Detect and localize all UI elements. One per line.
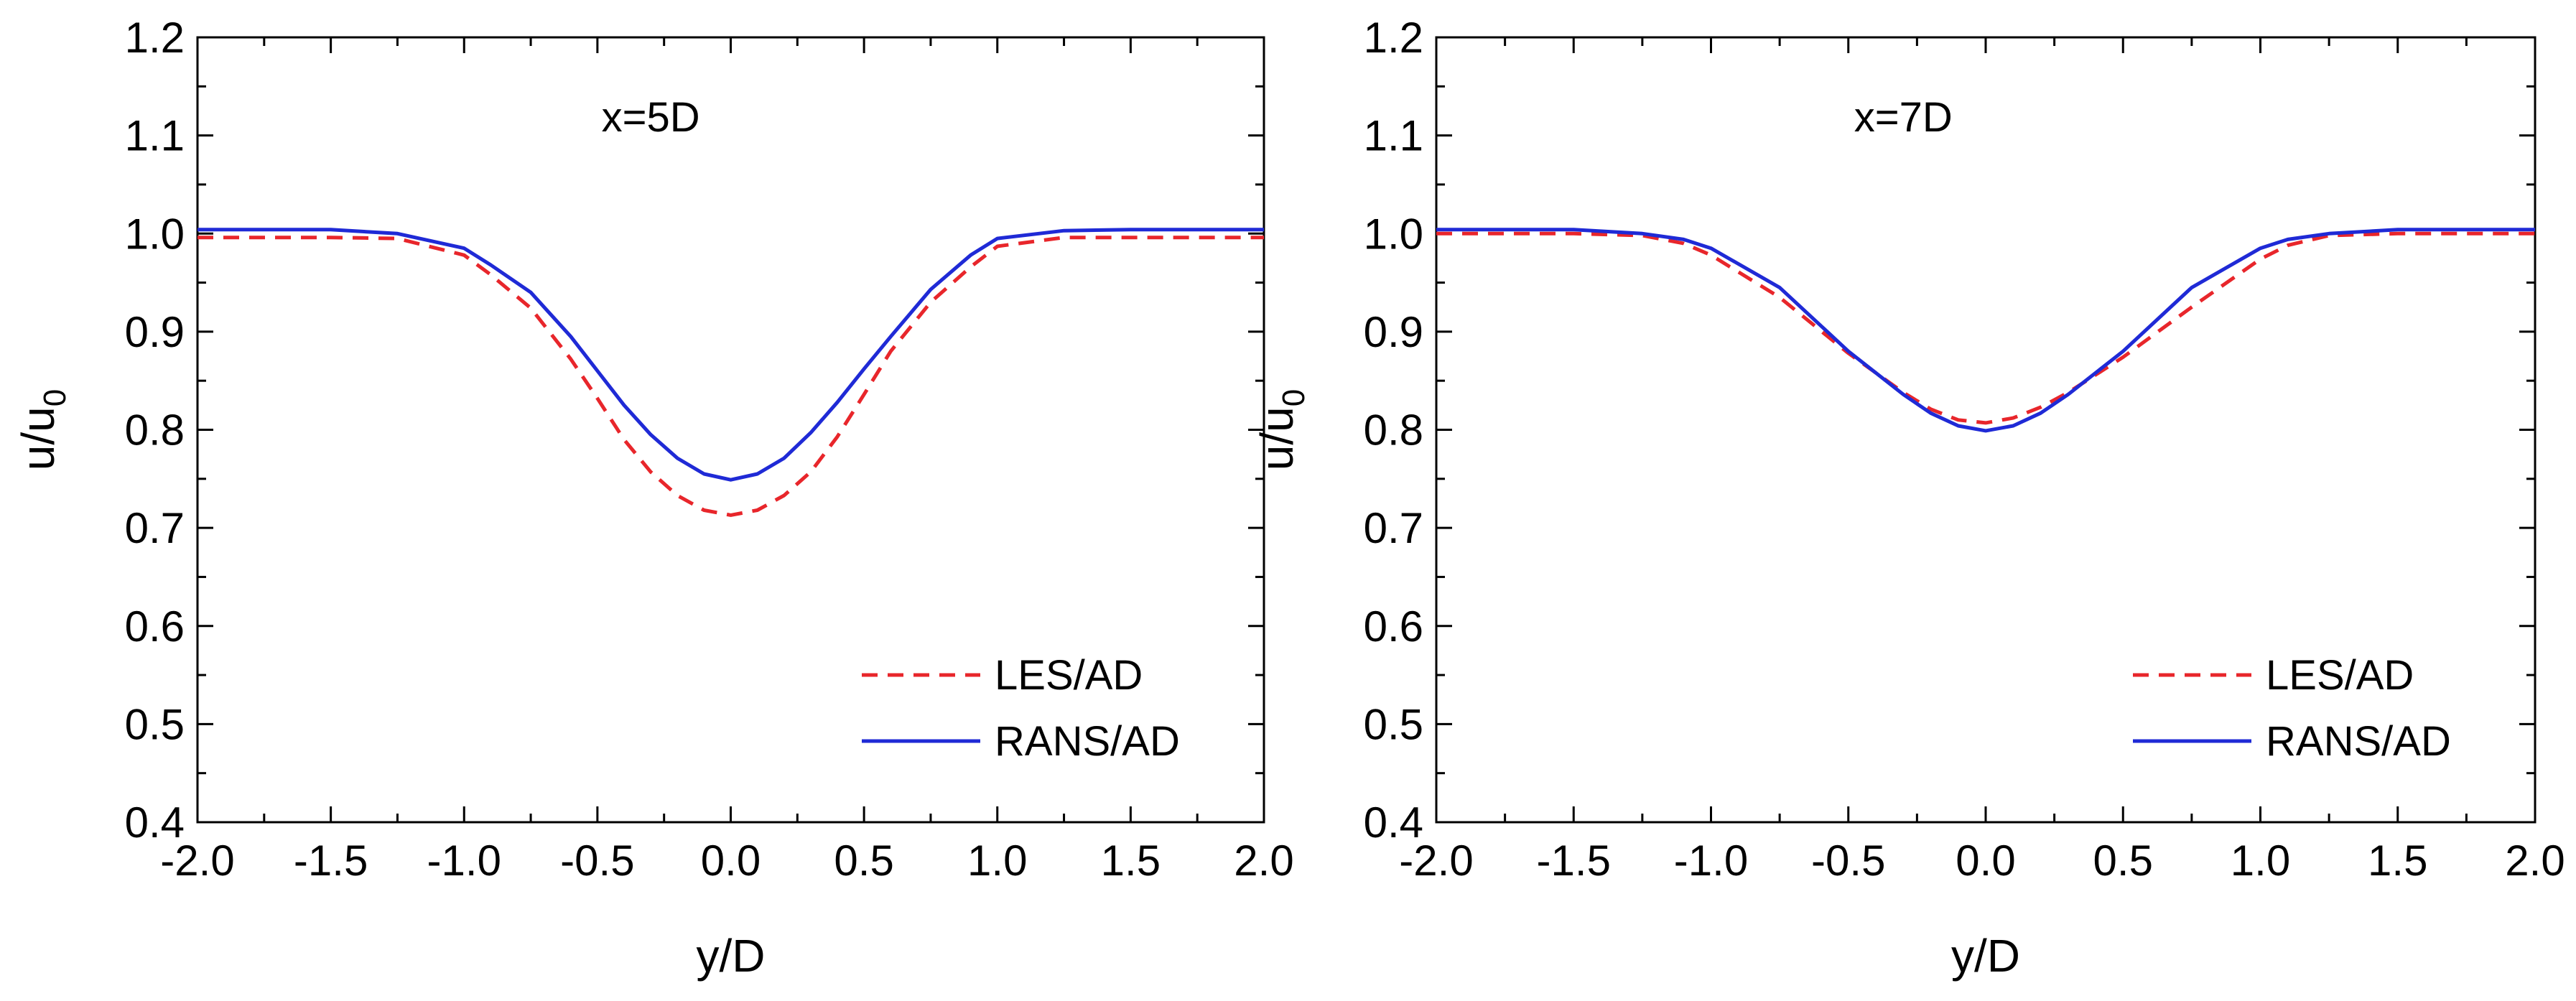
y-tick-label: 1.2 [125,14,185,62]
y-tick-label: 0.8 [125,406,185,455]
legend-label: LES/AD [995,652,1143,699]
x-tick-label: 0.0 [701,837,761,885]
chart-2: -2.0 -1.5 -1.0 -0.5 0.0 0.5 1.0 1.5 2.0 0.4 0.5 0.6… [1251,14,2565,982]
y-tick-label: 1.1 [125,112,185,160]
x-tick-label: -1.0 [1674,837,1748,885]
y-tick-label: 0.4 [1364,799,1423,847]
x-tick-label: 0.0 [1956,837,2015,885]
annotation-label: x=5D [602,94,700,141]
x-tick-label: -0.5 [560,837,634,885]
x-axis-title: y/D [1951,930,2020,982]
y-tick-label: 0.4 [125,799,185,847]
legend-label: RANS/AD [995,718,1180,765]
x-tick-label: -2.0 [160,837,234,885]
y-tick-label: 0.7 [1364,504,1423,552]
y-tick-label: 0.5 [125,700,185,748]
x-tick-label: 0.5 [2093,837,2153,885]
y-axis-title: u/u0 [12,389,73,470]
y-axis-title: u/u0 [1251,389,1311,470]
y-tick-label: 1.0 [125,210,185,258]
series-line-rans-ad [197,228,1264,482]
y-tick-label: 1.1 [1364,112,1423,160]
chart-1: -2.0 -1.5 -1.0 -0.5 0.0 0.5 1.0 1.5 2.0 0.4 0.5 0.6… [12,14,1294,982]
x-tick-label: 2.0 [1234,837,1293,885]
x-tick-label: -1.0 [427,837,501,885]
y-tick-label: 0.7 [125,504,185,552]
series-line-rans-ad [1436,228,2535,433]
y-axis-title-main: u/u [1251,406,1303,470]
x-tick-label: 1.0 [2231,837,2290,885]
y-tick-label: 0.8 [1364,406,1423,455]
plot-frame [196,36,1265,824]
x-tick-label: 1.0 [967,837,1027,885]
series-line-les-ad [1436,231,2535,425]
x-tick-label: 0.5 [834,837,893,885]
legend-label: RANS/AD [2266,718,2451,765]
x-tick-label: 1.5 [1101,837,1161,885]
annotation-label: x=7D [1854,94,1953,141]
x-tick-label: -2.0 [1399,837,1473,885]
x-tick-label: -1.5 [1537,837,1611,885]
y-tick-label: 0.9 [1364,308,1423,356]
y-axis-title-subscript: 0 [37,389,73,406]
x-tick-label: 2.0 [2505,837,2565,885]
y-tick-label: 1.2 [1364,14,1423,62]
y-tick-label: 1.0 [1364,210,1423,258]
x-tick-label: 1.5 [2368,837,2427,885]
y-axis-title-subscript: 0 [1276,389,1311,406]
y-axis-title-main: u/u [12,406,64,470]
x-axis-title: y/D [697,930,766,982]
y-tick-label: 0.9 [125,308,185,356]
series-line-les-ad [197,236,1264,517]
y-tick-label: 0.6 [1364,602,1423,651]
y-tick-label: 0.5 [1364,700,1423,748]
y-tick-label: 0.6 [125,602,185,651]
x-tick-label: -1.5 [294,837,368,885]
x-tick-label: -0.5 [1811,837,1885,885]
legend-label: LES/AD [2266,652,2414,699]
